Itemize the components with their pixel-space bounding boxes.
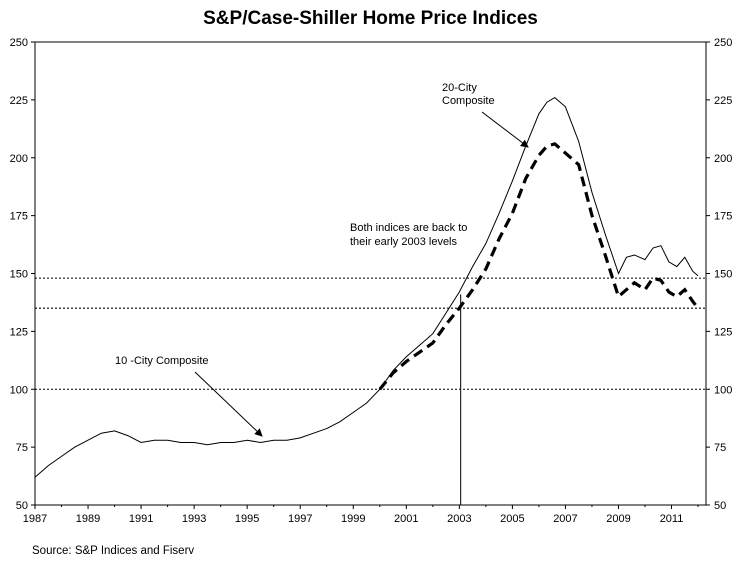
annotation-10-city-arrow — [194, 371, 263, 437]
y-tick-label-left: 175 — [10, 211, 28, 223]
x-tick-label: 2001 — [394, 513, 418, 525]
x-tick-label: 1993 — [182, 513, 206, 525]
x-tick-label: 1997 — [288, 513, 312, 525]
annotation-20-city-arrow — [481, 111, 529, 148]
x-axis: 1987 1989 1991 1993 1995 1997 1999 2001 2003 2005… — [23, 505, 699, 525]
x-tick-label: 2007 — [553, 513, 577, 525]
y-tick-label-left: 50 — [16, 500, 28, 512]
y-tick-label-left: 125 — [10, 326, 28, 338]
annotation-2003-levels: Both indices are back to their early 200… — [350, 222, 470, 248]
y-tick-label-right: 125 — [714, 326, 732, 338]
y-tick-label-left: 75 — [16, 442, 28, 454]
annotation-10-city: 10 -City Composite — [115, 355, 209, 367]
source-note: Source: S&P Indices and Fiserv — [32, 545, 195, 557]
annotation-20-city: 20-City Composite — [442, 82, 495, 107]
y-axis-right: 50 75 100 125 150 175 200 225 250 — [706, 37, 732, 512]
y-tick-label-left: 150 — [10, 269, 28, 281]
reference-lines — [35, 277, 706, 390]
y-tick-label-right: 150 — [714, 269, 732, 281]
x-tick-label: 2003 — [447, 513, 471, 525]
plot-area — [34, 41, 707, 506]
y-tick-label-right: 175 — [714, 211, 732, 223]
y-tick-label-right: 50 — [714, 500, 726, 512]
y-tick-label-left: 225 — [10, 95, 28, 107]
y-tick-label-left: 250 — [10, 37, 28, 49]
y-tick-label-right: 225 — [714, 95, 732, 107]
x-tick-label: 1989 — [76, 513, 100, 525]
y-tick-label-right: 75 — [714, 442, 726, 454]
chart-title: S&P/Case-Shiller Home Price Indices — [203, 8, 538, 29]
x-tick-label: 1987 — [23, 513, 47, 525]
y-tick-label-left: 200 — [10, 153, 28, 165]
x-tick-label: 1991 — [129, 513, 153, 525]
series-line-10-city — [34, 96, 699, 478]
x-tick-label: 1999 — [341, 513, 365, 525]
x-tick-label: 1995 — [235, 513, 259, 525]
x-tick-label: 2009 — [606, 513, 630, 525]
x-tick-label: 2005 — [500, 513, 524, 525]
x-tick-label: 2011 — [660, 513, 684, 525]
y-axis-left: 50 75 100 125 150 175 200 225 250 — [10, 37, 35, 512]
y-tick-label-right: 100 — [714, 384, 732, 396]
y-tick-label-right: 200 — [714, 153, 732, 165]
y-tick-label-left: 100 — [10, 384, 28, 396]
y-tick-label-right: 250 — [714, 37, 732, 49]
series-line-20-city — [378, 142, 700, 391]
